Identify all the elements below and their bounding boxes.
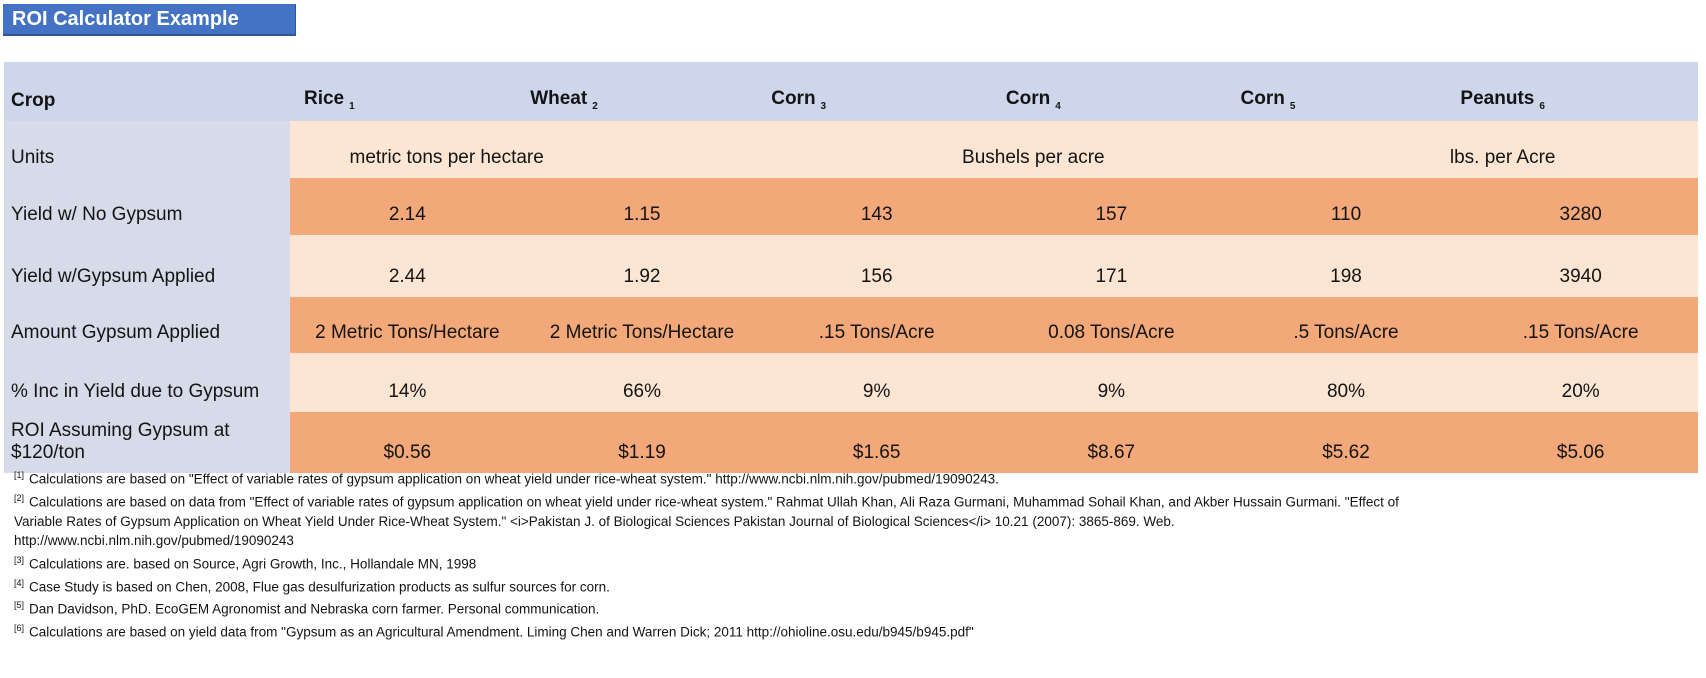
- footnote-marker: [2]: [14, 492, 25, 503]
- col-header-label: Wheat: [530, 88, 588, 110]
- col-header-footnote-ref: 4: [1055, 101, 1061, 112]
- value-cell: $1.65: [759, 412, 994, 473]
- row-label: Yield w/ No Gypsum: [4, 178, 290, 235]
- value-cell: .15 Tons/Acre: [1463, 297, 1698, 353]
- footnote-line: [1] Calculations are based on "Effect of …: [14, 466, 1698, 489]
- units-cell: Bushels per acre: [759, 121, 1464, 178]
- row-label: Amount Gypsum Applied: [4, 297, 290, 353]
- roi-calculator-table: Crop Rice 1 Wheat 2 Corn 3 Corn 4 Corn 5 Peanuts 6 Un…: [4, 62, 1698, 473]
- footnote-text: Case Study is based on Chen, 2008, Flue …: [29, 579, 610, 595]
- col-header-peanuts-6: Peanuts 6: [1460, 62, 1698, 121]
- value-cell: 2.14: [290, 178, 525, 235]
- value-cell: 1.15: [524, 178, 760, 235]
- units-label: metric tons per hectare: [349, 147, 544, 168]
- value-cell: 2 Metric Tons/Hectare: [524, 297, 760, 353]
- row-label: Yield w/Gypsum Applied: [4, 235, 290, 297]
- footnote-marker: [4]: [14, 577, 25, 588]
- footnote-text: Calculations are. based on Source, Agri …: [29, 556, 477, 572]
- col-header-label: Corn: [771, 88, 816, 110]
- footnote-text: Calculations are based on yield data fro…: [29, 624, 974, 640]
- value-cell: $8.67: [994, 412, 1229, 473]
- row-label-units: Units: [4, 121, 290, 178]
- footnote-line: Variable Rates of Gypsum Application on …: [14, 512, 1698, 531]
- footnotes-section: [1] Calculations are based on "Effect of …: [14, 466, 1698, 642]
- col-header-content: Corn 4: [1006, 88, 1061, 112]
- units-label: Bushels per acre: [962, 147, 1105, 168]
- col-header-label: Corn: [1005, 88, 1051, 110]
- row-label: % Inc in Yield due to Gypsum: [4, 353, 290, 412]
- value-cell: 143: [759, 178, 994, 235]
- value-cell: 3280: [1463, 178, 1698, 235]
- footnote-text: http://www.ncbi.nlm.nih.gov/pubmed/19090…: [14, 533, 294, 549]
- footnote-marker: [1]: [14, 470, 25, 480]
- value-cell: 157: [994, 178, 1229, 235]
- units-cell: metric tons per hectare: [290, 121, 760, 178]
- footnote-marker: [6]: [14, 623, 25, 634]
- units-cell: lbs. per Acre: [1450, 121, 1698, 178]
- value-cell: $5.06: [1463, 412, 1698, 473]
- col-header-content: Peanuts 6: [1460, 88, 1544, 112]
- value-cell: 110: [1228, 178, 1464, 235]
- value-cell: 20%: [1463, 353, 1698, 412]
- col-header-content: Corn 3: [771, 88, 826, 112]
- footnote-marker: [5]: [14, 600, 25, 611]
- col-header-label: Peanuts: [1460, 88, 1535, 110]
- footnote-marker: [3]: [14, 554, 25, 565]
- corner-header-crop: Crop: [4, 62, 290, 121]
- value-cell: $0.56: [290, 412, 525, 473]
- footnote-text: Calculations are based on "Effect of var…: [29, 471, 999, 487]
- value-cell: 171: [994, 235, 1229, 297]
- col-header-corn-4: Corn 4: [994, 62, 1229, 121]
- footnote-line: [2] Calculations are based on data from "…: [14, 489, 1698, 512]
- value-cell: 156: [759, 235, 994, 297]
- col-header-footnote-ref: 6: [1539, 101, 1545, 112]
- footnote-line: [5] Dan Davidson, PhD. EcoGEM Agronomist …: [14, 596, 1698, 619]
- value-cell: 9%: [759, 353, 994, 412]
- value-cell: 198: [1228, 235, 1464, 297]
- page-title: ROI Calculator Example: [3, 4, 296, 36]
- col-header-content: Corn 5: [1241, 88, 1296, 112]
- footnote-line: [4] Case Study is based on Chen, 2008, Fl…: [14, 574, 1698, 597]
- col-header-content: Rice 1: [304, 88, 355, 112]
- value-cell: .5 Tons/Acre: [1228, 297, 1464, 353]
- col-header-footnote-ref: 3: [820, 101, 827, 112]
- col-header-rice-1: Rice 1: [290, 62, 525, 121]
- col-header-wheat-2: Wheat 2: [524, 62, 760, 121]
- col-header-corn-5: Corn 5: [1228, 62, 1464, 121]
- value-cell: 14%: [290, 353, 525, 412]
- footnote-line: [3] Calculations are. based on Source, Ag…: [14, 551, 1698, 574]
- col-header-label: Corn: [1240, 88, 1285, 110]
- value-cell: $1.19: [524, 412, 760, 473]
- value-cell: 9%: [994, 353, 1229, 412]
- col-header-footnote-ref: 1: [349, 101, 355, 112]
- value-cell: 80%: [1228, 353, 1464, 412]
- footnote-text: Variable Rates of Gypsum Application on …: [14, 513, 1175, 529]
- col-header-footnote-ref: 5: [1289, 101, 1296, 112]
- value-cell: 66%: [524, 353, 760, 412]
- value-cell: 1.92: [524, 235, 760, 297]
- footnote-text: Dan Davidson, PhD. EcoGEM Agronomist and…: [29, 601, 600, 617]
- footnote-line: [6] Calculations are based on yield data …: [14, 619, 1698, 642]
- col-header-label: Rice: [303, 88, 345, 110]
- value-cell: 0.08 Tons/Acre: [994, 297, 1229, 353]
- units-label: lbs. per Acre: [1449, 147, 1556, 168]
- col-header-content: Wheat 2: [530, 88, 598, 112]
- footnote-text: Calculations are based on data from "Eff…: [29, 494, 1399, 510]
- value-cell: 2 Metric Tons/Hectare: [290, 297, 525, 353]
- col-header-corn-3: Corn 3: [759, 62, 994, 121]
- value-cell: $5.62: [1228, 412, 1464, 473]
- footnote-line: http://www.ncbi.nlm.nih.gov/pubmed/19090…: [14, 531, 1698, 550]
- col-header-footnote-ref: 2: [592, 101, 598, 112]
- value-cell: .15 Tons/Acre: [759, 297, 994, 353]
- value-cell: 2.44: [290, 235, 525, 297]
- value-cell: 3940: [1463, 235, 1698, 297]
- row-label: ROI Assuming Gypsum at $120/ton: [4, 412, 290, 473]
